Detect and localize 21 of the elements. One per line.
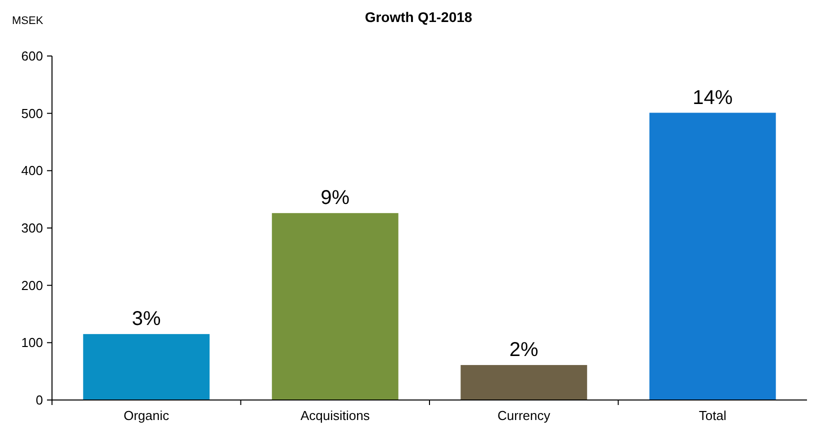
annotation: 3% xyxy=(132,308,162,330)
chart-title: Growth Q1-2018 xyxy=(364,9,472,25)
x-tick-label: Acquisitions xyxy=(300,408,370,423)
annotation: 14% xyxy=(692,86,733,109)
y-tick-label: 0 xyxy=(36,392,43,408)
y-tick-label: 600 xyxy=(21,48,43,64)
y-axis-title: MSEK xyxy=(12,15,44,27)
x-tick-label: Currency xyxy=(498,408,551,423)
y-tick-label: 500 xyxy=(21,106,43,121)
x-tick-label: Total xyxy=(698,408,726,423)
bar xyxy=(83,334,210,400)
bar xyxy=(460,365,588,400)
y-tick-label: 300 xyxy=(21,220,43,236)
y-tick-label: 100 xyxy=(21,335,43,350)
x-tick-label: Organic xyxy=(124,408,170,423)
y-tick-label: 200 xyxy=(21,278,43,293)
bar xyxy=(649,112,776,400)
bar xyxy=(272,213,398,400)
annotation: 2% xyxy=(509,339,539,362)
y-tick-label: 400 xyxy=(21,163,43,178)
annotation: 9% xyxy=(320,187,350,210)
